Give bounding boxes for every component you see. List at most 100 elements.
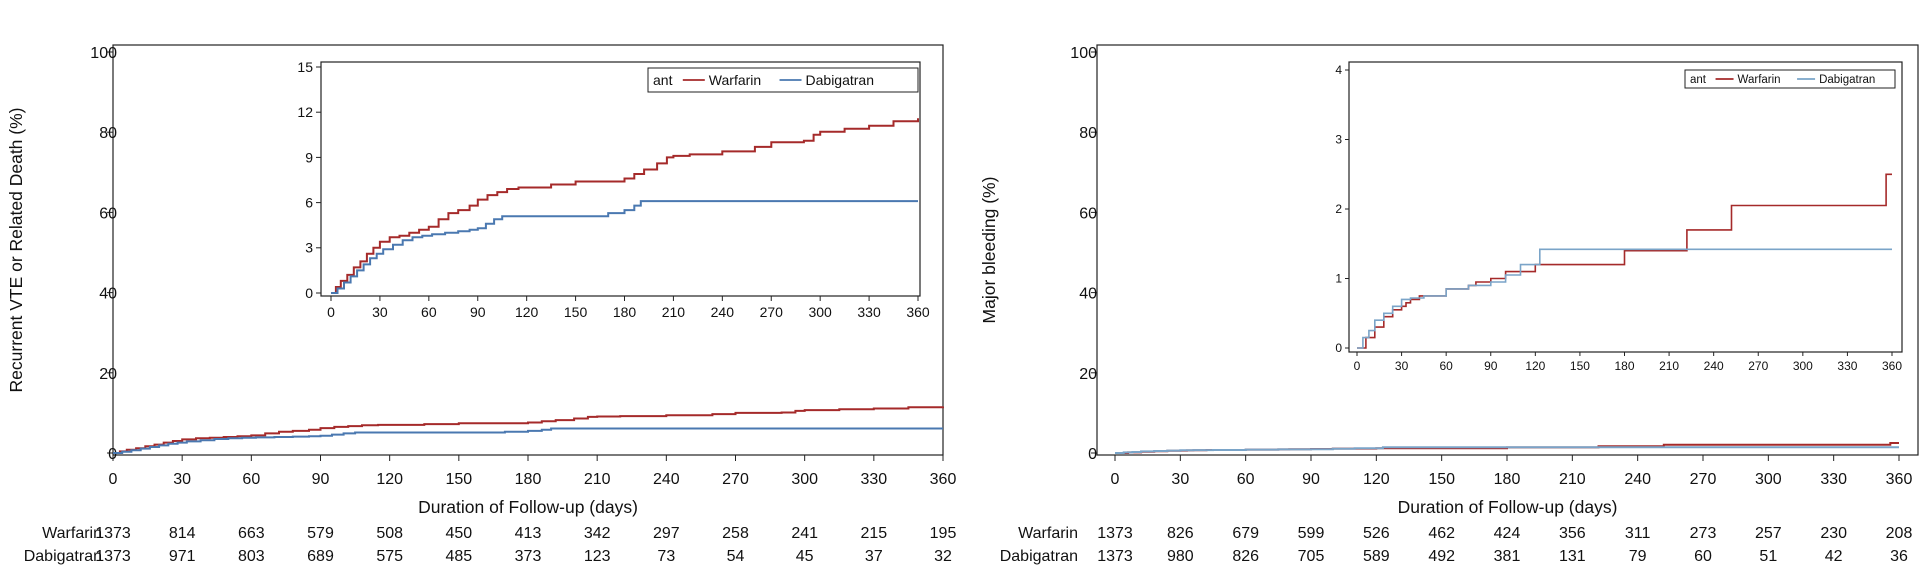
x-tick-label: 360: [930, 471, 957, 488]
inset-x-tick-label: 270: [1748, 359, 1768, 373]
legend-label-warfarin: Warfarin: [709, 72, 761, 88]
risk-count: 51: [1759, 548, 1777, 565]
inset-x-tick-label: 210: [1659, 359, 1679, 373]
inset-x-tick-label: 330: [1837, 359, 1857, 373]
x-tick-label: 30: [1171, 471, 1189, 488]
risk-count: 413: [515, 525, 542, 542]
x-axis-title: Duration of Follow-up (days): [418, 497, 638, 517]
risk-count: 705: [1298, 548, 1325, 565]
risk-count: 803: [238, 548, 265, 565]
risk-count: 373: [515, 548, 542, 565]
risk-count: 45: [796, 548, 814, 565]
inset-x-tick-label: 0: [327, 304, 335, 320]
risk-count: 1373: [95, 525, 131, 542]
x-tick-label: 0: [1111, 471, 1120, 488]
x-tick-label: 330: [1820, 471, 1847, 488]
y-tick-label: 20: [99, 366, 117, 383]
y-tick-label: 80: [1079, 125, 1097, 142]
y-tick-label: 20: [1079, 366, 1097, 383]
y-axis-title: Major bleeding (%): [979, 177, 999, 324]
y-tick-label: 40: [1079, 286, 1097, 303]
inset-x-tick-label: 180: [613, 304, 637, 320]
risk-count: 123: [584, 548, 611, 565]
inset-x-tick-label: 120: [1525, 359, 1545, 373]
inset-x-tick-label: 60: [421, 304, 437, 320]
risk-count: 195: [930, 525, 957, 542]
inset-series-line-warfarin: [331, 118, 919, 294]
inset-x-tick-label: 300: [1793, 359, 1813, 373]
inset-y-tick-label: 12: [297, 104, 313, 120]
x-tick-label: 0: [109, 471, 118, 488]
inset-frame: [1348, 61, 1903, 353]
inset-y-tick-label: 9: [305, 149, 313, 165]
x-tick-label: 210: [584, 471, 611, 488]
risk-count: 258: [722, 525, 749, 542]
risk-row-label: Warfarin: [1018, 525, 1078, 542]
risk-count: 492: [1428, 548, 1455, 565]
risk-count: 1373: [95, 548, 131, 565]
risk-count: 980: [1167, 548, 1194, 565]
risk-count: 208: [1886, 525, 1913, 542]
risk-count: 79: [1629, 548, 1647, 565]
inset-x-tick-label: 360: [906, 304, 930, 320]
risk-count: 230: [1820, 525, 1847, 542]
inset-x-tick-label: 60: [1439, 359, 1453, 373]
inset-y-tick-label: 6: [305, 195, 313, 211]
risk-count: 131: [1559, 548, 1586, 565]
risk-count: 60: [1694, 548, 1712, 565]
risk-count: 257: [1755, 525, 1782, 542]
risk-count: 37: [865, 548, 883, 565]
risk-count: 1373: [1097, 525, 1133, 542]
legend-label-warfarin: Warfarin: [1738, 74, 1781, 86]
risk-count: 526: [1363, 525, 1390, 542]
inset-y-tick-label: 2: [1335, 202, 1342, 216]
inset-x-tick-label: 90: [1484, 359, 1498, 373]
legend-title: ant: [653, 72, 673, 88]
legend: ant Warfarin Dabigatran: [647, 67, 919, 93]
legend-label-dabigatran: Dabigatran: [1819, 74, 1875, 86]
risk-count: 381: [1494, 548, 1521, 565]
risk-count: 32: [934, 548, 952, 565]
risk-count: 814: [169, 525, 196, 542]
series-line-dabigatran: [1115, 446, 1899, 454]
risk-count: 273: [1690, 525, 1717, 542]
inset-x-tick-label: 30: [372, 304, 388, 320]
x-tick-label: 90: [1302, 471, 1320, 488]
x-tick-label: 270: [1690, 471, 1717, 488]
risk-count: 575: [376, 548, 403, 565]
inset-x-tick-label: 210: [662, 304, 686, 320]
risk-count: 689: [307, 548, 334, 565]
legend-title: ant: [1690, 74, 1707, 86]
x-tick-label: 60: [1237, 471, 1255, 488]
inset-x-tick-label: 90: [470, 304, 486, 320]
y-tick-label: 0: [108, 446, 117, 463]
risk-count: 589: [1363, 548, 1390, 565]
risk-count: 241: [791, 525, 818, 542]
x-tick-label: 30: [173, 471, 191, 488]
y-tick-label: 100: [1070, 45, 1097, 62]
inset-x-tick-label: 180: [1614, 359, 1634, 373]
inset-frame: [320, 61, 921, 297]
inset-x-tick-label: 240: [711, 304, 735, 320]
risk-row-label: Dabigatran: [24, 548, 102, 565]
risk-count: 599: [1298, 525, 1325, 542]
x-tick-label: 150: [445, 471, 472, 488]
risk-count: 826: [1232, 548, 1259, 565]
risk-count: 679: [1232, 525, 1259, 542]
legend-box: [1684, 69, 1896, 89]
risk-count: 485: [445, 548, 472, 565]
legend: ant Warfarin Dabigatran: [1684, 69, 1896, 89]
inset-y-tick-label: 4: [1335, 63, 1342, 77]
x-tick-label: 240: [1624, 471, 1651, 488]
risk-count: 297: [653, 525, 680, 542]
y-tick-label: 100: [90, 45, 117, 62]
risk-row-label: Dabigatran: [1000, 548, 1078, 565]
inset-series-line-dabigatran: [1357, 248, 1892, 349]
risk-count: 462: [1428, 525, 1455, 542]
x-tick-label: 150: [1428, 471, 1455, 488]
risk-count: 663: [238, 525, 265, 542]
y-axis-title: Recurrent VTE or Related Death (%): [6, 108, 26, 393]
